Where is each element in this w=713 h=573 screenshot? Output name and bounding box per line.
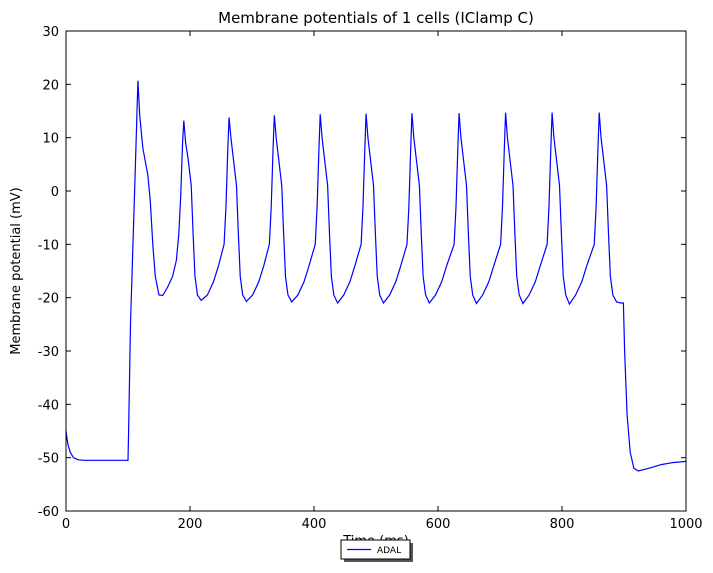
- y-tick-label: 0: [51, 185, 59, 200]
- y-axis-label: Membrane potential (mV): [9, 187, 24, 354]
- x-tick-label: 200: [178, 517, 203, 532]
- x-tick-label: 600: [426, 517, 451, 532]
- chart-title: Membrane potentials of 1 cells (IClamp C…: [218, 9, 534, 27]
- legend: ADAL: [340, 539, 413, 562]
- x-tick-label: 400: [302, 517, 327, 532]
- y-tick-label: -60: [38, 505, 59, 520]
- y-tick-label: -50: [38, 452, 59, 467]
- legend-label: ADAL: [377, 546, 401, 556]
- y-tick-label: -30: [38, 345, 59, 360]
- x-tick-label: 800: [550, 517, 575, 532]
- y-tick-label: -40: [38, 398, 59, 413]
- legend-box: [340, 539, 411, 560]
- x-tick-label: 1000: [669, 517, 702, 532]
- y-tick-label: 20: [42, 78, 59, 93]
- y-tick-label: 10: [42, 132, 59, 147]
- plot-frame: [65, 30, 687, 512]
- y-tick-label: -10: [38, 238, 59, 253]
- y-tick-label: -20: [38, 292, 59, 307]
- line-series: [65, 80, 687, 472]
- x-tick-label: 0: [62, 517, 70, 532]
- y-tick-label: 30: [42, 25, 59, 40]
